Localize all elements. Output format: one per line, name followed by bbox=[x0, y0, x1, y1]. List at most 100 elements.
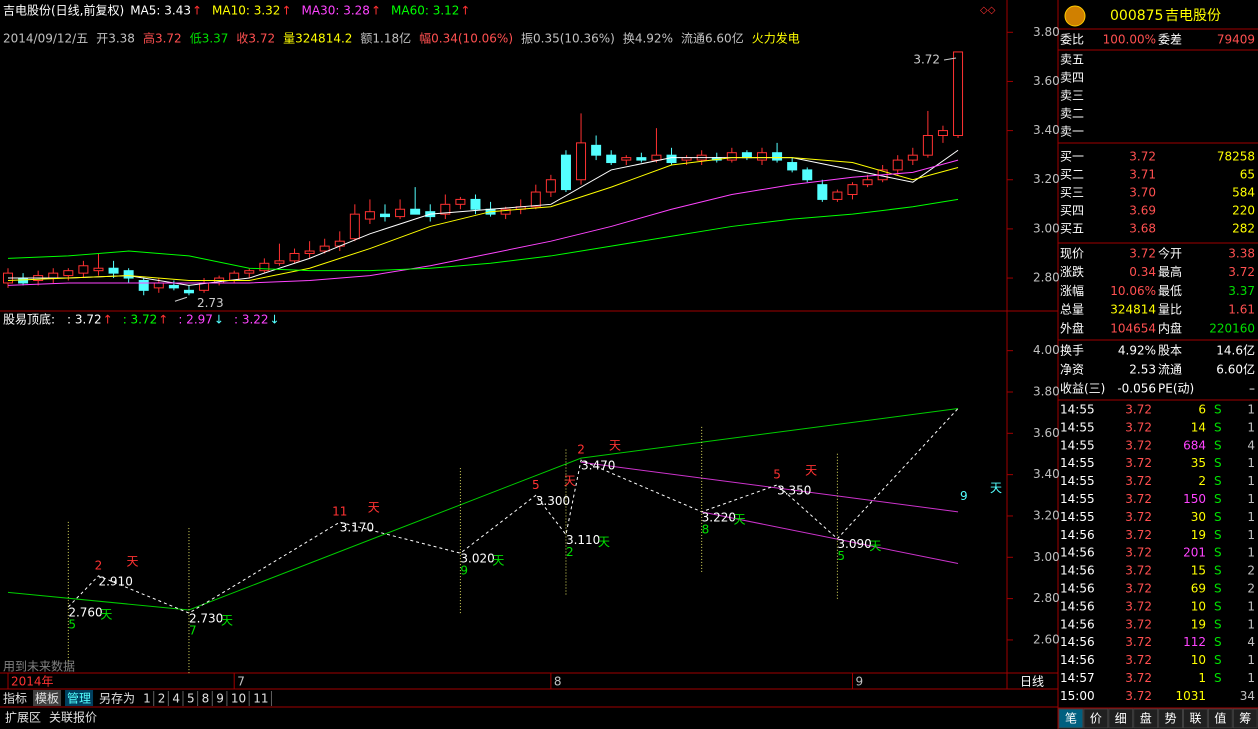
toolbar-button-bg[interactable] bbox=[97, 690, 138, 706]
toolbar-button[interactable]: 指标 bbox=[3, 691, 27, 706]
pivot-count: 2 bbox=[95, 558, 103, 572]
bid-label: 买四 bbox=[1060, 204, 1084, 218]
info-item: 幅0.34(10.06%) bbox=[419, 31, 513, 46]
page-button[interactable]: 11 bbox=[253, 692, 268, 706]
trend-arrow: ↑ bbox=[103, 313, 113, 327]
moving-average bbox=[7, 159, 959, 286]
annotation-label: 2.73 bbox=[197, 296, 224, 310]
tab[interactable]: 值 bbox=[1214, 711, 1226, 726]
candle-body bbox=[500, 208, 511, 215]
tab[interactable]: 筹 bbox=[1239, 712, 1251, 726]
y-tick-label: 2.80 bbox=[1033, 271, 1060, 285]
trade-volume: 19 bbox=[1191, 617, 1206, 631]
trade-side: S bbox=[1214, 671, 1222, 685]
bid-price: 3.72 bbox=[1129, 150, 1156, 164]
trade-side: S bbox=[1214, 564, 1222, 578]
toolbar-button[interactable]: 模板 bbox=[35, 692, 59, 706]
toolbar-button[interactable]: 另存为 bbox=[99, 692, 135, 706]
toolbar-button-bg[interactable] bbox=[33, 690, 62, 706]
trade-time: 14:57 bbox=[1060, 671, 1095, 685]
trade-time: 14:56 bbox=[1060, 546, 1095, 560]
trade-price: 3.72 bbox=[1125, 564, 1152, 578]
candle-body bbox=[817, 184, 828, 200]
fundamental-label: 换手 bbox=[1060, 344, 1084, 358]
trade-side: S bbox=[1214, 617, 1222, 631]
candle-body bbox=[455, 198, 466, 205]
info-item: 流通6.60亿 bbox=[681, 31, 744, 46]
toolbar-button-bg[interactable] bbox=[1, 690, 30, 706]
trade-price: 3.72 bbox=[1125, 528, 1152, 542]
trend-arrow: ↑ bbox=[192, 4, 202, 18]
ma-legend: MA60: 3.12 bbox=[391, 4, 459, 18]
trade-volume: 69 bbox=[1191, 582, 1206, 596]
trade-side: S bbox=[1214, 420, 1222, 434]
candle-body bbox=[741, 152, 752, 159]
tab-bg[interactable] bbox=[1183, 708, 1208, 729]
candle-body bbox=[636, 157, 647, 161]
stat-label: 外盘 bbox=[1060, 320, 1084, 335]
page-button[interactable]: 10 bbox=[231, 692, 246, 706]
page-button[interactable]: 8 bbox=[202, 692, 210, 706]
trade-time: 15:00 bbox=[1060, 689, 1095, 703]
trade-volume: 684 bbox=[1183, 438, 1206, 452]
page-button[interactable]: 4 bbox=[172, 692, 180, 706]
candle-body bbox=[168, 284, 179, 289]
tab[interactable]: 笔 bbox=[1065, 711, 1077, 726]
candle-body bbox=[530, 191, 541, 208]
extra-button[interactable]: 关联报价 bbox=[49, 710, 97, 725]
tab[interactable]: 价 bbox=[1090, 712, 1102, 726]
moving-average bbox=[7, 157, 959, 282]
bid-volume: 282 bbox=[1232, 222, 1255, 236]
pivot-count: 2 bbox=[577, 443, 585, 457]
tab-bg[interactable] bbox=[1058, 708, 1084, 729]
tab[interactable]: 盘 bbox=[1140, 711, 1152, 726]
trend-arrow: ↑ bbox=[371, 4, 381, 18]
indicator-legend: : 3.72 bbox=[123, 313, 158, 327]
page-button[interactable]: 9 bbox=[216, 692, 224, 706]
trade-price: 3.72 bbox=[1125, 456, 1152, 470]
candle-body bbox=[395, 208, 406, 218]
tab-bg[interactable] bbox=[1207, 708, 1233, 729]
info-item: 2014/09/12/五 bbox=[3, 32, 88, 46]
pivot-label: 2.760 bbox=[68, 605, 102, 619]
page-button[interactable]: 1 bbox=[143, 692, 151, 706]
page-button[interactable]: 5 bbox=[187, 692, 195, 706]
tab-bg[interactable] bbox=[1232, 708, 1258, 729]
pivot-label: 3.350 bbox=[777, 483, 811, 497]
toolbar-button[interactable]: 管理 bbox=[67, 691, 91, 706]
stat-label: 内盘 bbox=[1158, 320, 1182, 335]
tab-bg[interactable] bbox=[1158, 708, 1183, 729]
trend-arrow: ↑ bbox=[460, 4, 470, 18]
extra-button[interactable]: 扩展区 bbox=[5, 711, 41, 725]
tab-bg[interactable] bbox=[1108, 708, 1134, 729]
tab-bg[interactable] bbox=[1083, 708, 1109, 729]
moving-average bbox=[7, 198, 959, 272]
trade-time: 14:55 bbox=[1060, 474, 1095, 488]
tab[interactable]: 细 bbox=[1115, 712, 1127, 726]
tab-bg[interactable] bbox=[1133, 708, 1159, 729]
pivot-label: 2.910 bbox=[98, 574, 132, 588]
chart-title: 吉电股份(日线,前复权) bbox=[3, 3, 124, 18]
pivot-count: 8 bbox=[702, 522, 710, 536]
tab[interactable]: 联 bbox=[1189, 712, 1201, 726]
pivot-mark: 天 bbox=[734, 512, 746, 526]
window-icons[interactable]: ◇◇ bbox=[980, 5, 996, 16]
page-button[interactable]: 2 bbox=[158, 692, 166, 706]
toolbar-button-bg[interactable] bbox=[65, 690, 94, 706]
tab[interactable]: 势 bbox=[1165, 712, 1177, 726]
pivot-label: 3.170 bbox=[340, 521, 374, 535]
candle-body bbox=[591, 144, 602, 156]
indicator-line bbox=[580, 461, 959, 513]
candle-body bbox=[319, 245, 330, 252]
trend-arrow: ↓ bbox=[270, 313, 280, 327]
trade-volume: 150 bbox=[1183, 492, 1206, 506]
pivot-mark: 天 bbox=[990, 481, 1002, 495]
pivot-label: 3.300 bbox=[536, 494, 570, 508]
pivot-count: 9 bbox=[460, 564, 468, 578]
trade-time: 14:56 bbox=[1060, 635, 1095, 649]
stat-value: 3.38 bbox=[1228, 247, 1255, 261]
y-tick-label: 3.40 bbox=[1033, 467, 1060, 481]
info-item: 开3.38 bbox=[96, 32, 135, 46]
